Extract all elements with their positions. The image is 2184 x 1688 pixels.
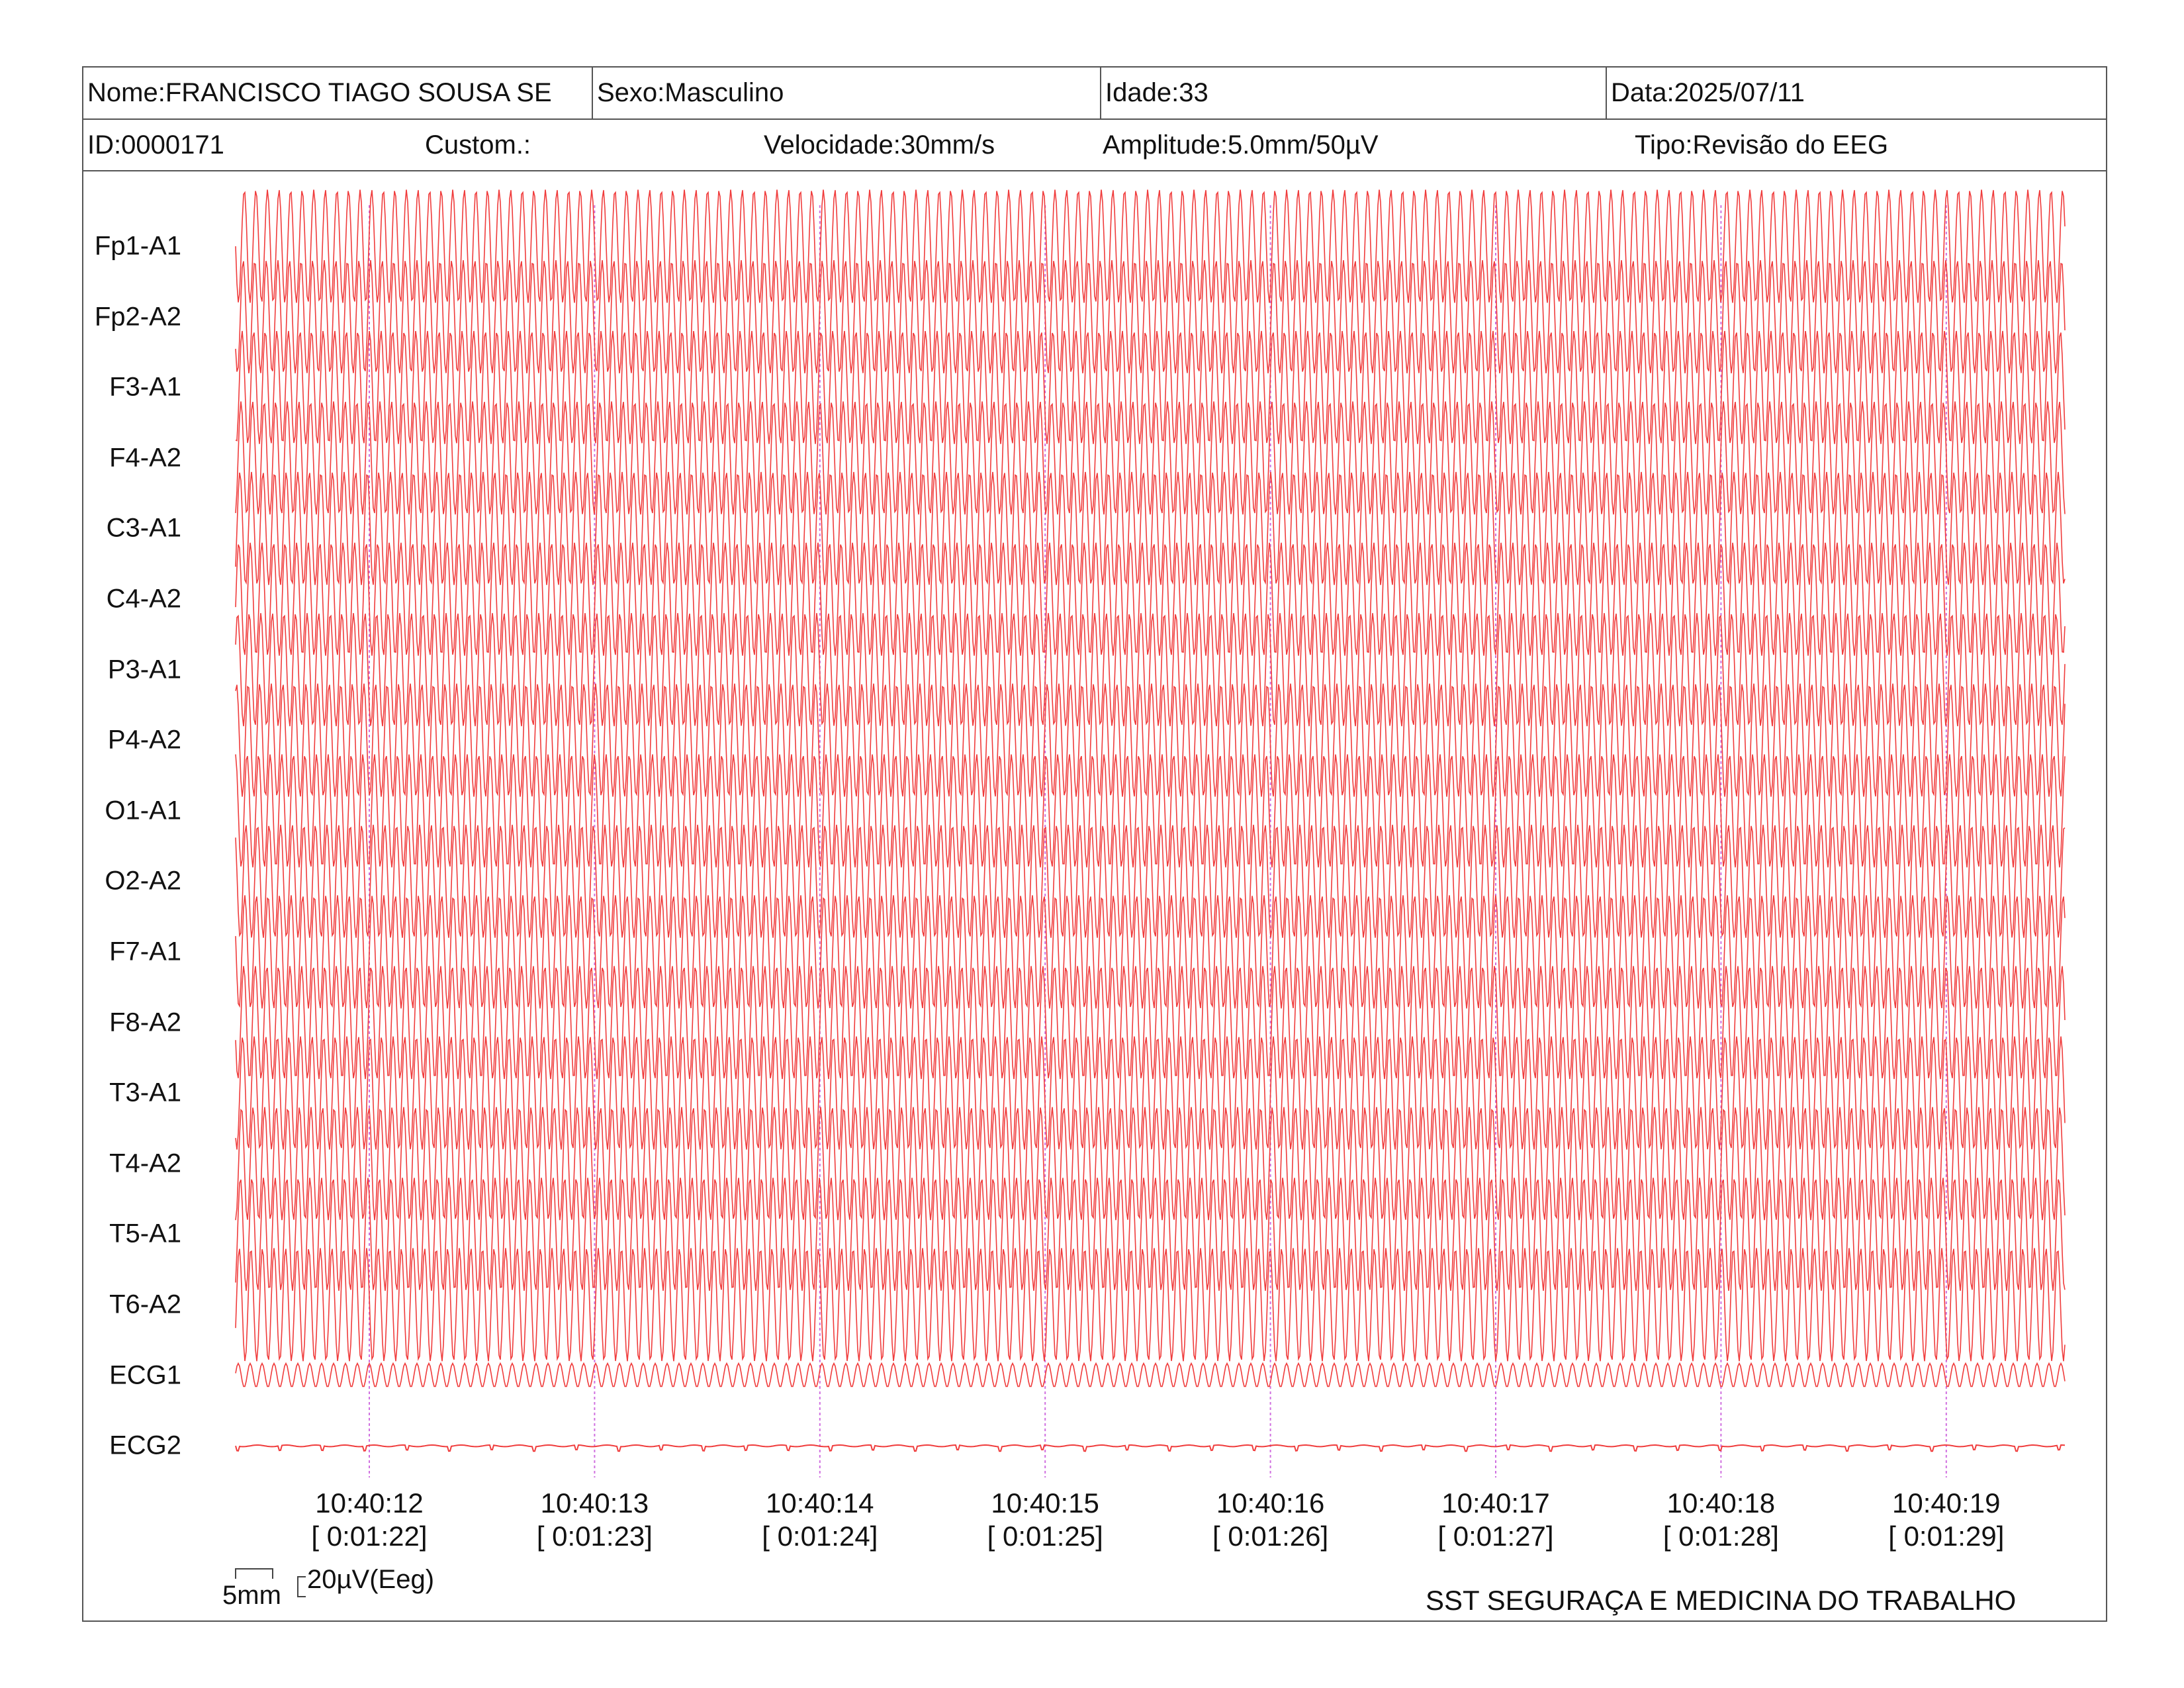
recording-date: Data:2025/07/11 <box>1606 68 2106 118</box>
time-scale-bracket-icon <box>235 1568 273 1579</box>
channel-label: Fp1-A1 <box>94 231 181 261</box>
channel-trace <box>235 824 2066 938</box>
channel-trace <box>235 330 2066 444</box>
clock-time: 10:40:15 <box>991 1487 1099 1519</box>
amplitude-scale-label: 20µV(Eeg) <box>307 1565 435 1594</box>
channel-label: T4-A2 <box>109 1149 181 1178</box>
patient-info-row: Nome:FRANCISCO TIAGO SOUSA SE Sexo:Mascu… <box>83 68 2106 120</box>
channel-label: F4-A2 <box>109 443 181 473</box>
channel-label: T6-A2 <box>109 1289 181 1319</box>
time-mark: 10:40:16[ 0:01:26] <box>1212 1487 1328 1553</box>
channel-trace <box>235 613 2066 727</box>
channel-label: O1-A1 <box>105 796 181 825</box>
channel-label: Fp2-A2 <box>94 302 181 332</box>
elapsed-time: [ 0:01:25] <box>987 1521 1103 1552</box>
patient-name: Nome:FRANCISCO TIAGO SOUSA SE <box>87 78 552 107</box>
channel-trace <box>235 1248 2066 1362</box>
clock-time: 10:40:19 <box>1892 1487 2001 1519</box>
clock-time: 10:40:18 <box>1666 1487 1776 1519</box>
channel-label: ECG2 <box>109 1430 181 1460</box>
time-mark: 10:40:18[ 0:01:28] <box>1663 1487 1779 1553</box>
elapsed-time: [ 0:01:26] <box>1212 1521 1329 1552</box>
patient-id: ID:0000171 <box>87 130 224 160</box>
channel-trace <box>235 683 2066 797</box>
channel-label: ECG1 <box>109 1360 181 1390</box>
channel-trace <box>235 401 2066 515</box>
elapsed-time: [ 0:01:23] <box>536 1521 653 1552</box>
channel-trace <box>235 542 2066 656</box>
channel-label: P4-A2 <box>107 725 181 755</box>
channel-traces <box>235 189 2066 1452</box>
channel-label: C3-A1 <box>106 513 181 543</box>
elapsed-time: [ 0:01:22] <box>311 1521 428 1552</box>
elapsed-time: [ 0:01:24] <box>762 1521 878 1552</box>
channel-label: F7-A1 <box>109 937 181 966</box>
channel-trace <box>235 966 2066 1080</box>
time-mark: 10:40:13[ 0:01:23] <box>537 1487 653 1553</box>
speed-setting: Velocidade:30mm/s <box>764 130 995 160</box>
channel-label: C4-A2 <box>106 584 181 614</box>
channel-trace <box>235 260 2066 373</box>
patient-sex: Sexo:Masculino <box>592 68 1100 118</box>
recording-info-row: ID:0000171 Custom.: Velocidade:30mm/s Am… <box>83 120 2106 171</box>
time-mark: 10:40:15[ 0:01:25] <box>987 1487 1103 1553</box>
channel-label: T3-A1 <box>109 1078 181 1107</box>
clock-time: 10:40:16 <box>1216 1487 1325 1519</box>
channel-label: O2-A2 <box>105 866 181 896</box>
channel-label: P3-A1 <box>107 655 181 684</box>
time-mark: 10:40:12[ 0:01:22] <box>311 1487 427 1553</box>
time-mark: 10:40:14[ 0:01:24] <box>762 1487 878 1553</box>
patient-age: Idade:33 <box>1100 68 1606 118</box>
clock-time: 10:40:14 <box>766 1487 874 1519</box>
channel-trace <box>235 471 2066 585</box>
channel-trace <box>235 895 2066 1009</box>
elapsed-time: [ 0:01:28] <box>1662 1521 1779 1552</box>
clock-time: 10:40:13 <box>540 1487 649 1519</box>
channel-trace <box>235 1178 2066 1291</box>
channel-trace <box>235 1036 2066 1150</box>
elapsed-time: [ 0:01:29] <box>1888 1521 2005 1552</box>
clock-time: 10:40:12 <box>315 1487 424 1519</box>
custom-field: Custom.: <box>425 130 531 160</box>
channel-label: T5-A1 <box>109 1219 181 1248</box>
elapsed-time: [ 0:01:27] <box>1437 1521 1554 1552</box>
channel-trace <box>235 1107 2066 1221</box>
channel-label: F3-A1 <box>109 372 181 402</box>
time-mark: 10:40:17[ 0:01:27] <box>1437 1487 1553 1553</box>
channel-trace <box>235 754 2066 868</box>
channel-label: F8-A2 <box>109 1008 181 1037</box>
company-name: SST SEGURAÇA E MEDICINA DO TRABALHO <box>1426 1585 2017 1616</box>
report-type: Tipo:Revisão do EEG <box>1635 130 1889 160</box>
eeg-report-frame: Nome:FRANCISCO TIAGO SOUSA SE Sexo:Mascu… <box>82 66 2107 1622</box>
amplitude-setting: Amplitude:5.0mm/50µV <box>1103 130 1379 160</box>
channel-trace <box>235 1444 2066 1452</box>
scale-bar-icons <box>235 1568 306 1597</box>
channel-trace <box>235 1362 2066 1387</box>
clock-time: 10:40:17 <box>1441 1487 1550 1519</box>
amplitude-scale-bracket-icon <box>297 1576 306 1597</box>
time-scale-label: 5mm <box>222 1581 281 1610</box>
time-mark: 10:40:19[ 0:01:29] <box>1888 1487 2004 1553</box>
channel-trace <box>235 189 2066 303</box>
